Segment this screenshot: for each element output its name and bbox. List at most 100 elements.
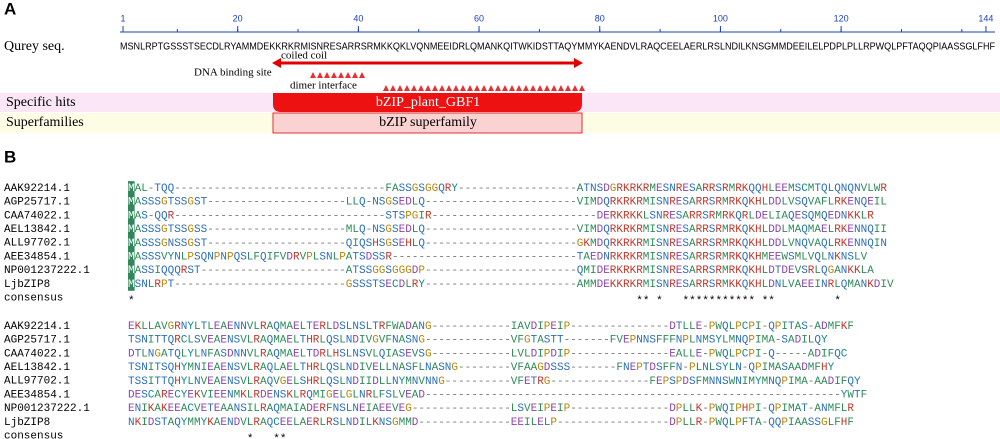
residue: S [709,335,716,347]
residue: N [854,197,861,209]
residue: A [399,335,406,347]
residue: S [154,417,161,429]
residue: - [267,238,274,250]
feature-label: DNA binding site [194,67,272,79]
residue: - [418,417,425,429]
residue: - [504,389,511,401]
residue: - [577,376,584,388]
residue: A [135,183,142,195]
residue: Q [801,238,808,250]
residue: - [484,335,491,347]
residue: A [372,403,379,415]
residue: - [623,403,630,415]
residue: - [451,210,458,222]
residue: - [478,210,485,222]
residue: M [762,376,769,388]
residue: G [326,389,333,401]
residue: - [273,183,280,195]
residue: - [425,238,432,250]
residue: M [128,265,135,277]
residue: - [603,389,610,401]
residue: A [286,348,293,360]
residue: R [742,210,749,222]
residue: - [313,224,320,236]
site-marker [572,85,578,91]
residue: V [366,348,373,360]
residue: M [273,335,280,347]
residue: L [729,348,736,360]
residue: - [511,265,518,277]
residue: - [517,265,524,277]
residue: R [610,265,617,277]
residue: - [511,251,518,263]
residue: I [557,321,564,333]
residue: M [715,210,722,222]
residue: - [465,335,472,347]
residue: - [550,376,557,388]
residue: - [412,403,419,415]
residue: K [630,265,637,277]
residue: - [214,197,221,209]
residue: Y [181,389,188,401]
residue: - [577,403,584,415]
residue: A [583,251,590,263]
residue: - [610,417,617,429]
residue: M [128,183,135,195]
residue: A [214,376,221,388]
residue: L [762,265,769,277]
residue: - [220,279,227,291]
residue: D [775,197,782,209]
residue: - [333,210,340,222]
sequence: NKIDSTAQYMMYKAENDVLRAQCEELAERLRSLNDILKNS… [128,417,854,429]
residue: A [821,376,828,388]
residue: P [735,321,742,333]
residue: - [524,238,531,250]
residue: S [722,376,729,388]
residue: - [220,238,227,250]
residue: H [174,376,181,388]
residue: Q [742,265,749,277]
residue: H [755,238,762,250]
residue: - [451,321,458,333]
residue: P [755,362,762,374]
residue: - [550,389,557,401]
residue: K [847,210,854,222]
residue: - [550,224,557,236]
residue: - [465,417,472,429]
residue: - [366,210,373,222]
residue: Q [735,210,742,222]
residue: V [511,362,518,374]
residue: E [207,376,214,388]
residue: E [128,403,135,415]
residue: V [412,348,419,360]
residue: D [834,210,841,222]
residue: - [300,279,307,291]
residue: Q [168,376,175,388]
residue: S [234,376,241,388]
residue: S [564,362,571,374]
residue: - [491,335,498,347]
residue: - [498,251,505,263]
residue: G [412,183,419,195]
residue: - [405,251,412,263]
residue: - [570,321,577,333]
residue: - [418,251,425,263]
residue: D [795,335,802,347]
residue: R [847,403,854,415]
residue: F [841,376,848,388]
residue: - [630,348,637,360]
residue: R [702,183,709,195]
residue: R [689,210,696,222]
residue: A [788,362,795,374]
residue: - [597,362,604,374]
residue: E [187,389,194,401]
residue: A [531,362,538,374]
residue: N [227,376,234,388]
residue: Q [821,210,828,222]
residue: - [597,335,604,347]
residue: R [702,251,709,263]
residue: Q [168,183,175,195]
residue: Q [775,417,782,429]
residue: Y [828,362,835,374]
residue: E [214,321,221,333]
